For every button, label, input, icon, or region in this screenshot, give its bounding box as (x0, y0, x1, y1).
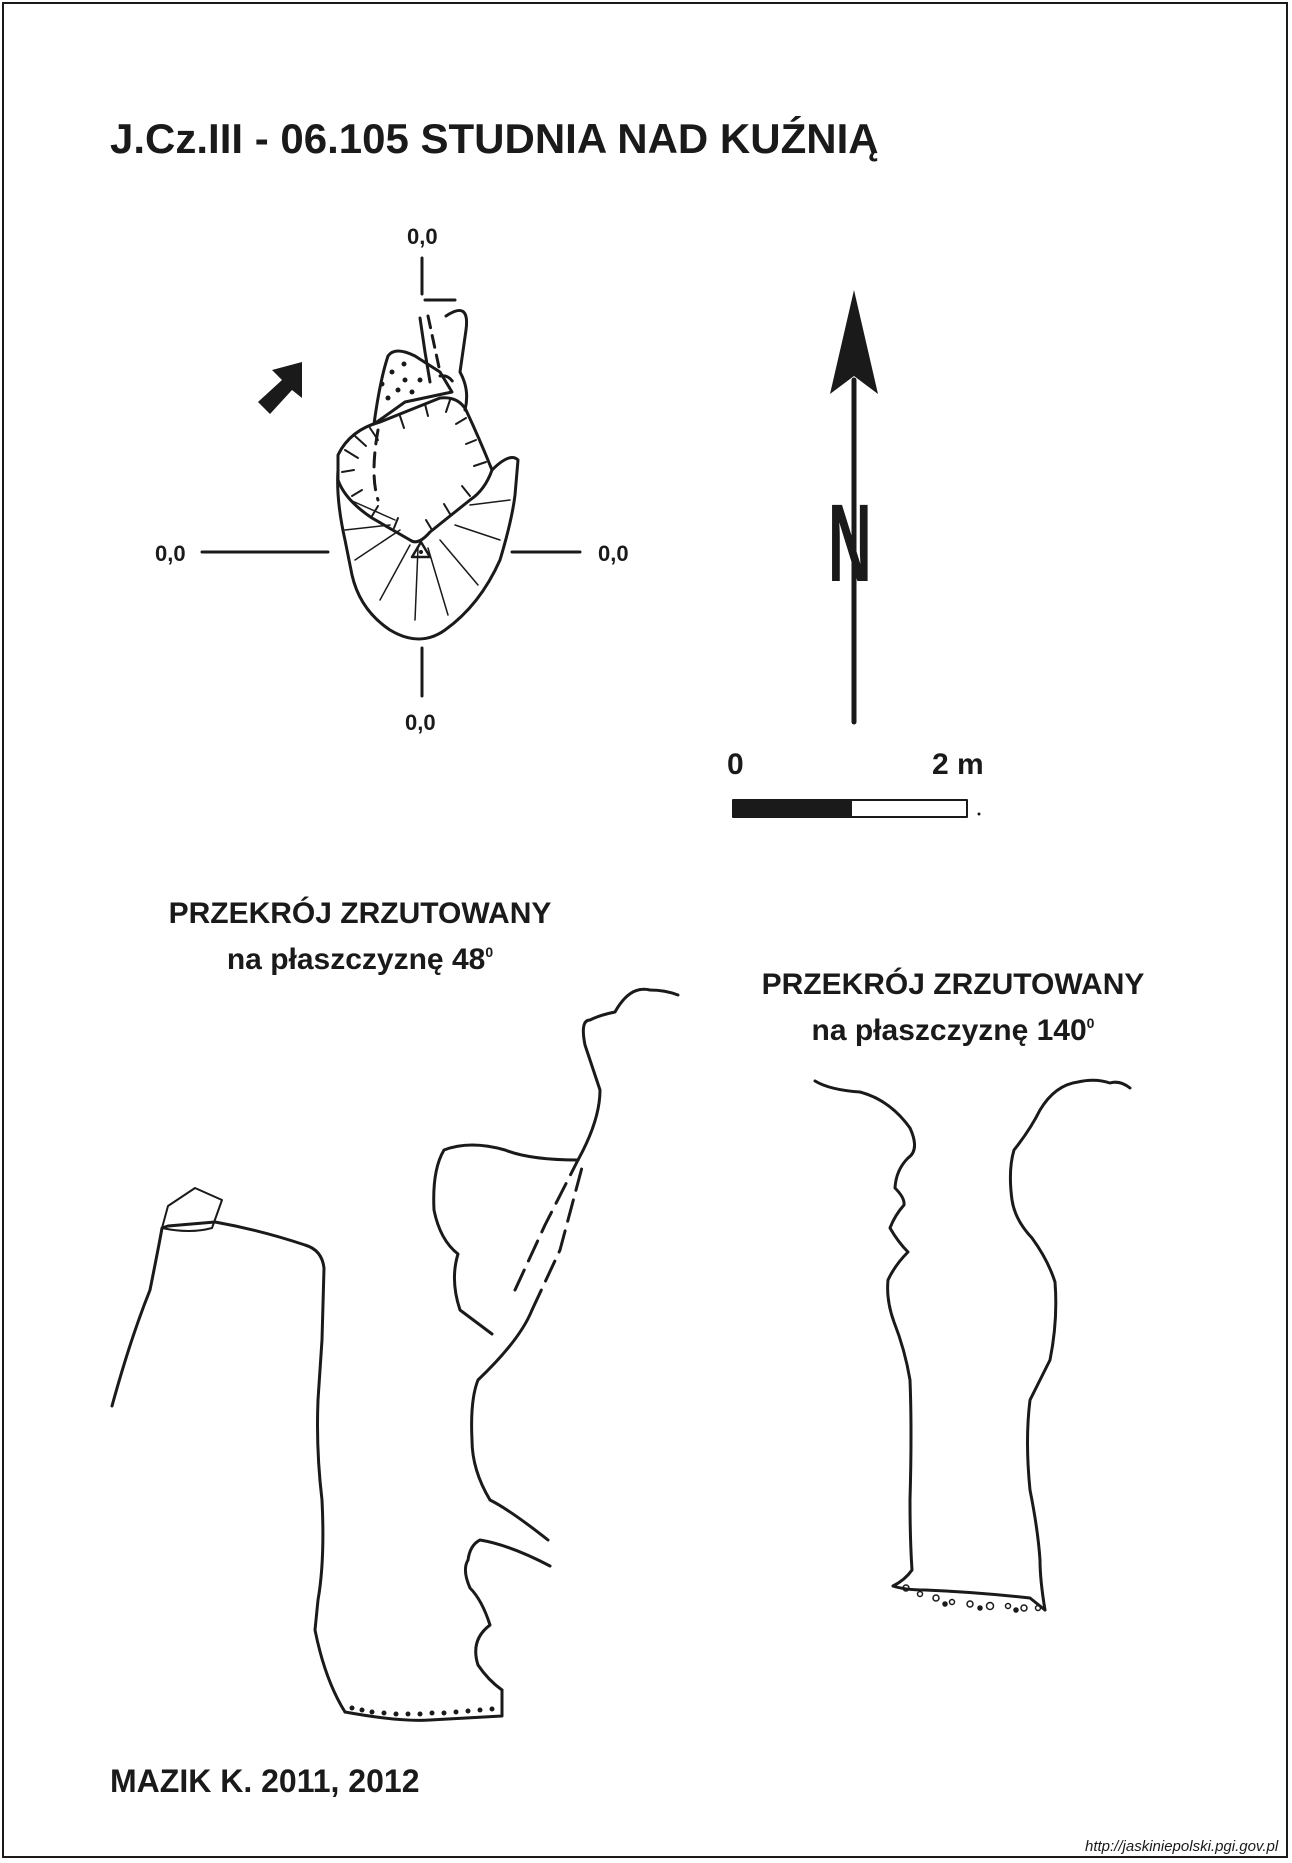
section-2-plane: na płaszczyznę 140 (811, 1014, 1087, 1047)
section-2-title: PRZEKRÓJ ZRZUTOWANY na płaszczyznę 1400 (738, 966, 1168, 1050)
section-2-title-line2: na płaszczyznę 1400 (738, 1004, 1168, 1050)
plan-coord-top: 0,0 (407, 224, 438, 249)
section-48-left-wall (110, 1220, 347, 1714)
section-48-upper-wall (576, 987, 680, 1162)
page-title: J.Cz.III - 06.105 STUDNIA NAD KUŹNIĄ (110, 115, 879, 162)
scale-bar-white-segment (850, 799, 968, 818)
section-140-left-wall (813, 1079, 916, 1588)
section-48-profile (110, 987, 680, 1722)
section-48-right-wall-lower (463, 1538, 552, 1692)
plan-lower-chamber (336, 456, 520, 641)
section-1-title: PRZEKRÓJ ZRZUTOWANY na płaszczyznę 480 (140, 895, 580, 979)
plan-sediment-dots (379, 361, 423, 401)
north-arrow (830, 290, 878, 725)
source-url: http://jaskiniepolski.pgi.gov.pl (1085, 1838, 1279, 1855)
triangle-survey-point-icon (410, 540, 432, 559)
north-letter: N (828, 482, 872, 605)
plan-sediment-lobe (372, 349, 454, 426)
section-2-title-line1: PRZEKRÓJ ZRZUTOWANY (761, 968, 1145, 1001)
scale-start-label: 0 (727, 748, 744, 781)
section-140-right-wall (1008, 1078, 1132, 1612)
scale-end-label: 2 m (932, 748, 984, 781)
section-140-floor-rubble (902, 1584, 1042, 1613)
section-1-plane: na płaszczyznę 48 (226, 943, 486, 976)
plan-coord-right: 0,0 (598, 541, 629, 566)
cave-plan (200, 256, 582, 698)
section-2-degree: 0 (1086, 1015, 1095, 1031)
section-48-floor (343, 1688, 504, 1722)
plan-coord-bottom: 0,0 (405, 710, 436, 735)
section-140-profile (813, 1078, 1132, 1613)
plan-floor-slope-lines (344, 499, 511, 621)
section-48-rock-block (161, 1187, 223, 1232)
plan-coord-left: 0,0 (155, 541, 186, 566)
plan-shaft-mouth (336, 396, 494, 544)
entrance-arrow-icon (258, 362, 302, 414)
section-48-right-wall-middle (470, 1308, 550, 1542)
plan-dashed-passage (426, 314, 442, 374)
section-1-title-line2: na płaszczyznę 480 (140, 933, 580, 979)
scale-bar-black-segment (732, 799, 852, 818)
author-credit: MAZIK K. 2011, 2012 (110, 1763, 420, 1799)
plan-passage-left-wall (418, 316, 432, 384)
section-1-degree: 0 (485, 944, 494, 960)
section-48-chimney-dashed-inner (513, 1158, 580, 1292)
north-arrow-head-icon (830, 290, 878, 394)
section-48-floor-dots (349, 1705, 495, 1717)
section-1-title-line1: PRZEKRÓJ ZRZUTOWANY (168, 897, 552, 930)
scale-bar (732, 799, 981, 818)
section-48-chimney-dashed (530, 1158, 586, 1312)
plan-passage-right-wall (444, 308, 469, 412)
section-48-rock-pillar (432, 1143, 580, 1336)
plan-rim-hachures (341, 399, 487, 531)
